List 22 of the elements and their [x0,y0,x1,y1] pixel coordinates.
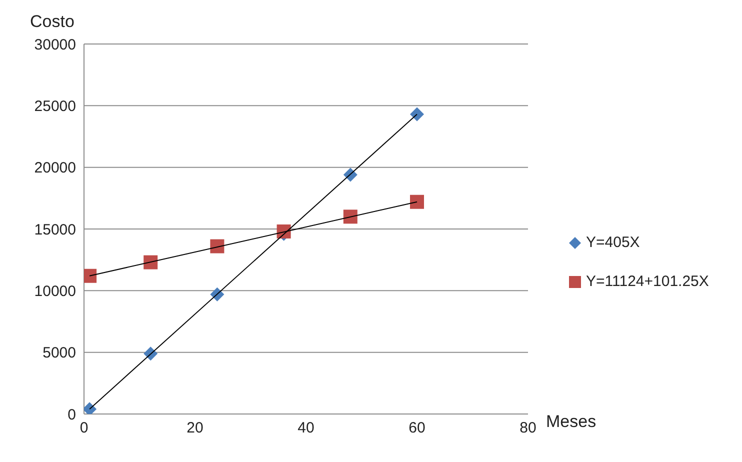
x-tick-label: 0 [80,420,88,437]
x-tick-label: 60 [408,420,426,437]
x-tick-label: 20 [186,420,204,437]
legend-label: Y=11124+101.25X [586,273,709,290]
x-tick-label: 40 [298,420,314,437]
y-tick-label: 20000 [34,160,76,177]
point [343,210,358,224]
y-tick-label: 0 [68,406,76,424]
y-tick-label: 10000 [34,282,76,300]
y-axis-title: Costo [30,12,74,32]
point [210,239,224,254]
y-tick-label: 15000 [34,221,76,238]
y-tick-label: 25000 [34,98,76,115]
y-tick-label: 30000 [34,36,76,54]
legend-label: Y=405X [586,234,640,251]
point [410,194,424,209]
point [144,255,158,270]
y-tick-label: 5000 [42,344,76,362]
x-tick-label: 80 [520,420,536,437]
point [410,107,424,122]
point [84,268,97,283]
x-axis-title: Meses [546,412,596,432]
